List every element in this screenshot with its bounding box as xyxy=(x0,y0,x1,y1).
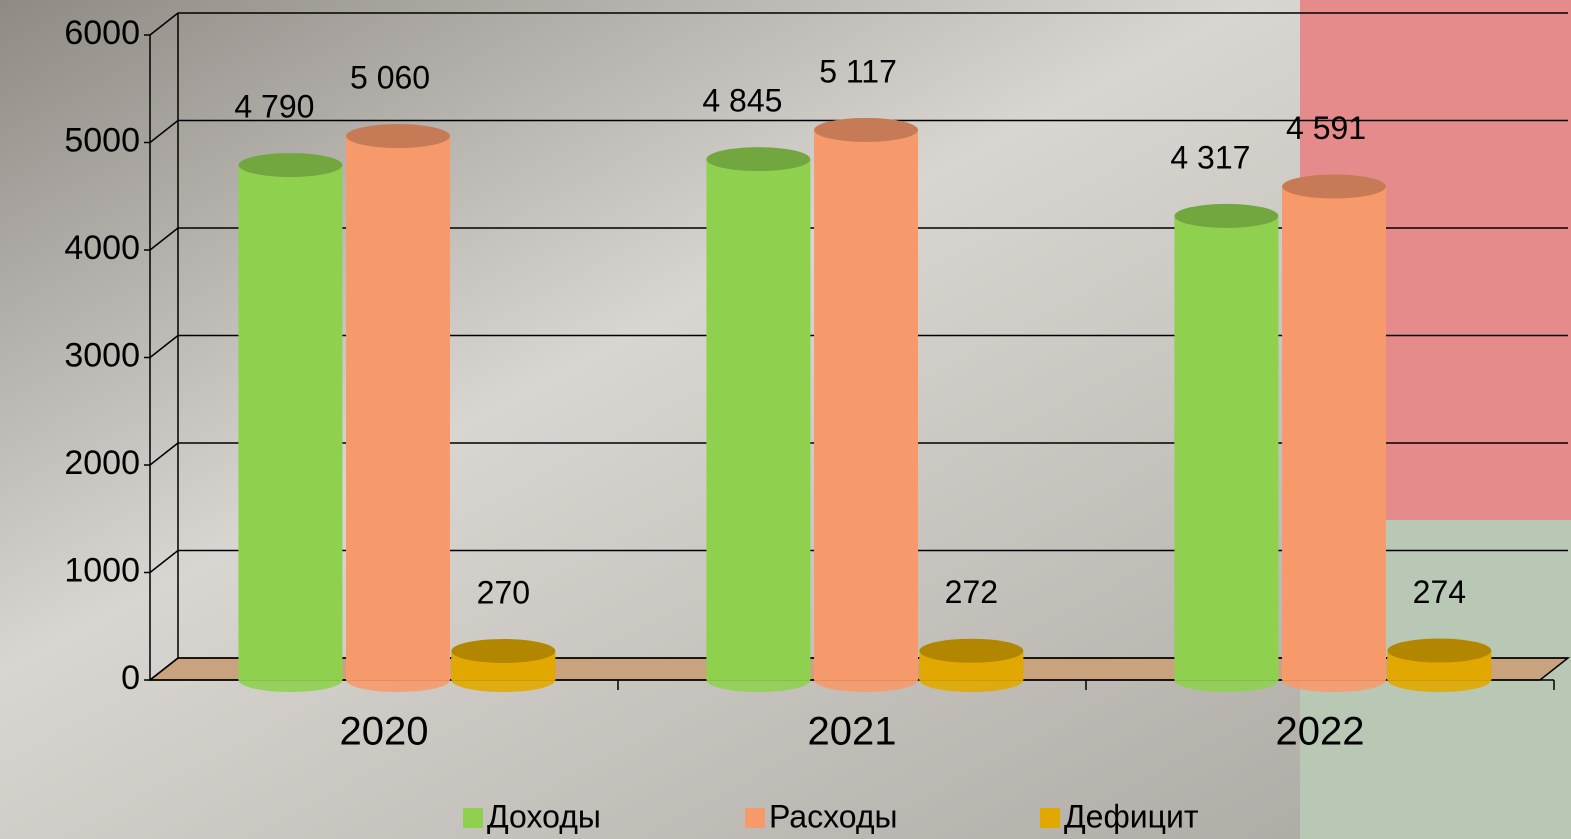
y-tick-label: 1000 xyxy=(64,551,140,589)
cylinder-top xyxy=(919,639,1023,663)
y-tick-label: 4000 xyxy=(64,229,140,267)
value-label: 4 591 xyxy=(1286,110,1366,146)
value-label: 272 xyxy=(945,574,998,610)
value-label: 274 xyxy=(1413,574,1466,610)
chart: 0 1000 2000 3000 4000 5000 6000 2020 4 790 5 060 2… xyxy=(0,0,1571,839)
bar-shade xyxy=(1174,216,1278,680)
value-label: 5 060 xyxy=(350,60,430,96)
y-tick-label: 3000 xyxy=(64,336,140,374)
bar-shade xyxy=(706,159,810,680)
x-tick-label: 2020 xyxy=(340,710,429,754)
bar-shade xyxy=(814,130,918,680)
legend-label: Доходы xyxy=(487,798,601,834)
cylinder-top xyxy=(814,118,918,142)
cylinder-top xyxy=(1387,639,1491,663)
legend-label: Дефицит xyxy=(1064,798,1199,834)
legend-label: Расходы xyxy=(769,798,897,834)
value-label: 270 xyxy=(477,574,530,610)
value-label: 4 790 xyxy=(234,89,314,125)
cylinder-top xyxy=(1282,174,1386,198)
value-label: 5 117 xyxy=(819,53,897,89)
y-tick-label: 0 xyxy=(121,659,140,697)
value-label: 4 317 xyxy=(1170,139,1250,175)
y-tick-label: 2000 xyxy=(64,444,140,482)
cylinder-top xyxy=(346,124,450,148)
legend-swatch xyxy=(745,808,765,828)
cylinder-top xyxy=(451,639,555,663)
bar-shade xyxy=(346,136,450,680)
bar-shade xyxy=(238,165,342,680)
value-label: 4 845 xyxy=(702,83,782,119)
legend-swatch xyxy=(1040,808,1060,828)
x-tick-label: 2022 xyxy=(1276,710,1365,754)
bar-shade xyxy=(1282,186,1386,680)
cylinder-top xyxy=(706,147,810,171)
cylinder-top xyxy=(1174,204,1278,228)
legend-swatch xyxy=(463,808,483,828)
y-tick-label: 6000 xyxy=(64,14,140,52)
x-tick-label: 2021 xyxy=(808,710,897,754)
cylinder-top xyxy=(238,153,342,177)
y-tick-label: 5000 xyxy=(64,121,140,159)
